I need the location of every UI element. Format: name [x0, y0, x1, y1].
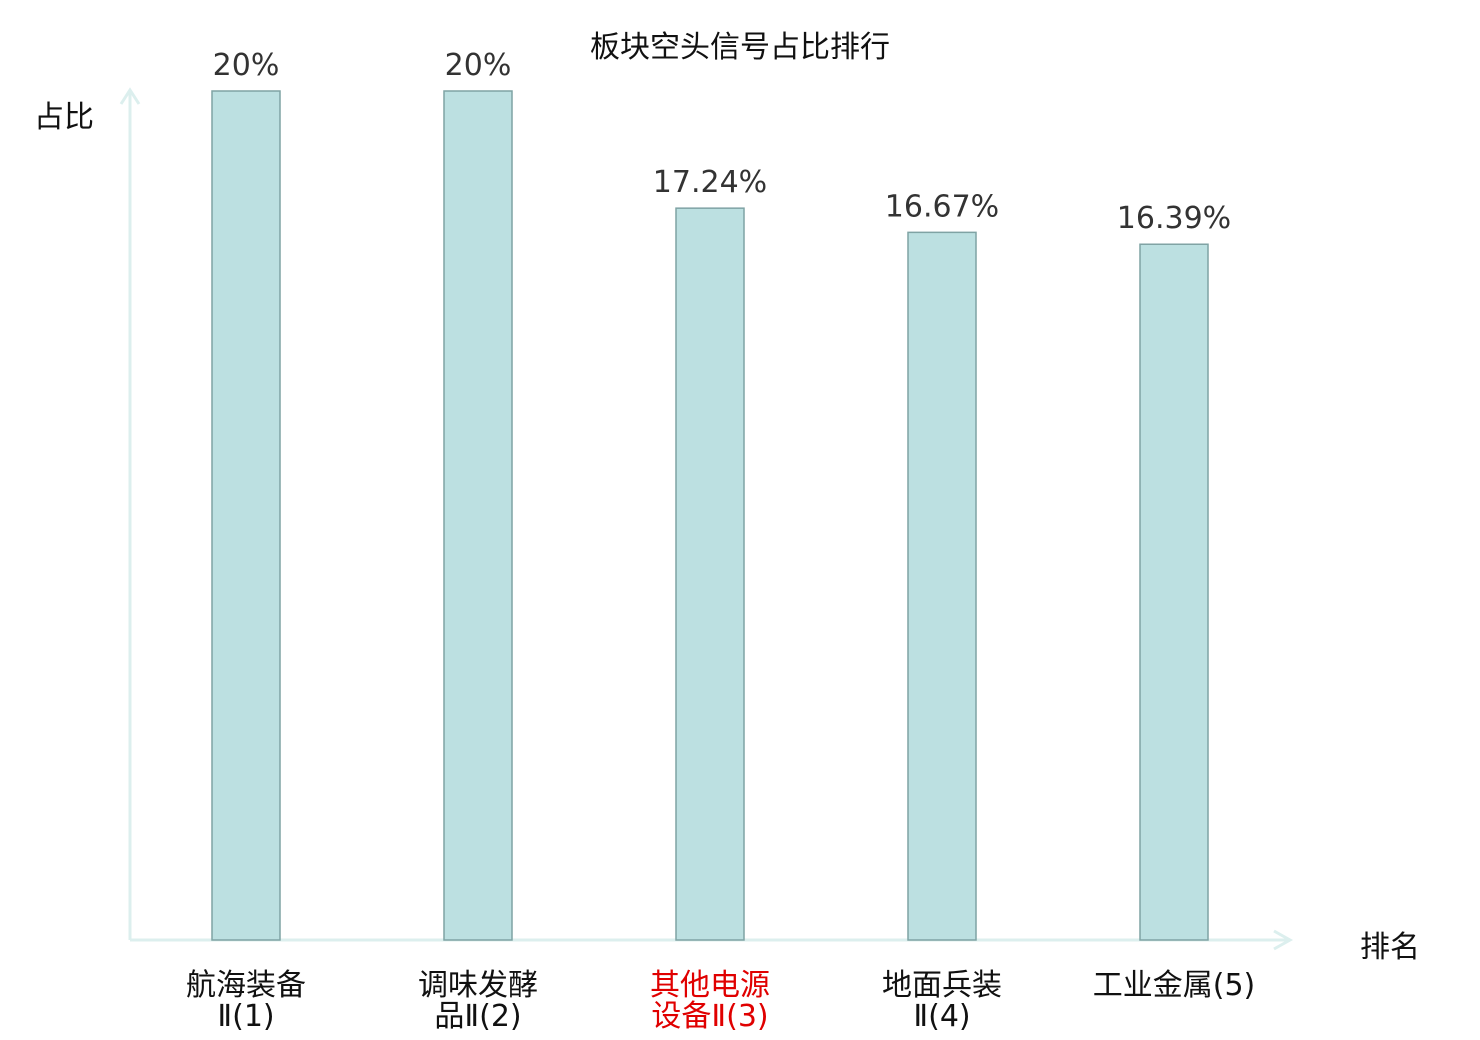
x-tick-label-line2: Ⅱ(1): [217, 999, 274, 1034]
chart-title: 板块空头信号占比排行: [590, 30, 890, 65]
bar: [907, 231, 977, 941]
x-tick-label: 航海装备: [186, 968, 306, 1003]
y-axis-arrow: [119, 87, 141, 105]
bar: [211, 90, 281, 941]
x-tick-label: 地面兵装: [882, 968, 1002, 1003]
x-tick-label: 调味发酵: [418, 968, 538, 1003]
x-tick-label-line2: Ⅱ(4): [913, 999, 970, 1034]
bar: [675, 207, 745, 941]
y-axis-label: 占比: [34, 100, 94, 135]
x-tick-label: 工业金属(5): [1093, 968, 1256, 1003]
x-axis-label: 排名: [1360, 930, 1420, 965]
bar-value-label: 17.24%: [653, 165, 767, 200]
bar-value-label: 16.39%: [1117, 201, 1231, 236]
x-tick-label-line2: 设备Ⅱ(3): [651, 999, 768, 1034]
bar-value-label: 16.67%: [885, 189, 999, 224]
bar-value-label: 20%: [213, 48, 280, 83]
bar: [1139, 243, 1209, 941]
x-tick-label: 其他电源: [650, 968, 770, 1003]
x-tick-label-line2: 品Ⅱ(2): [434, 999, 521, 1034]
bar-value-label: 20%: [445, 48, 512, 83]
bar: [443, 90, 513, 941]
x-axis-arrow: [1273, 929, 1294, 951]
